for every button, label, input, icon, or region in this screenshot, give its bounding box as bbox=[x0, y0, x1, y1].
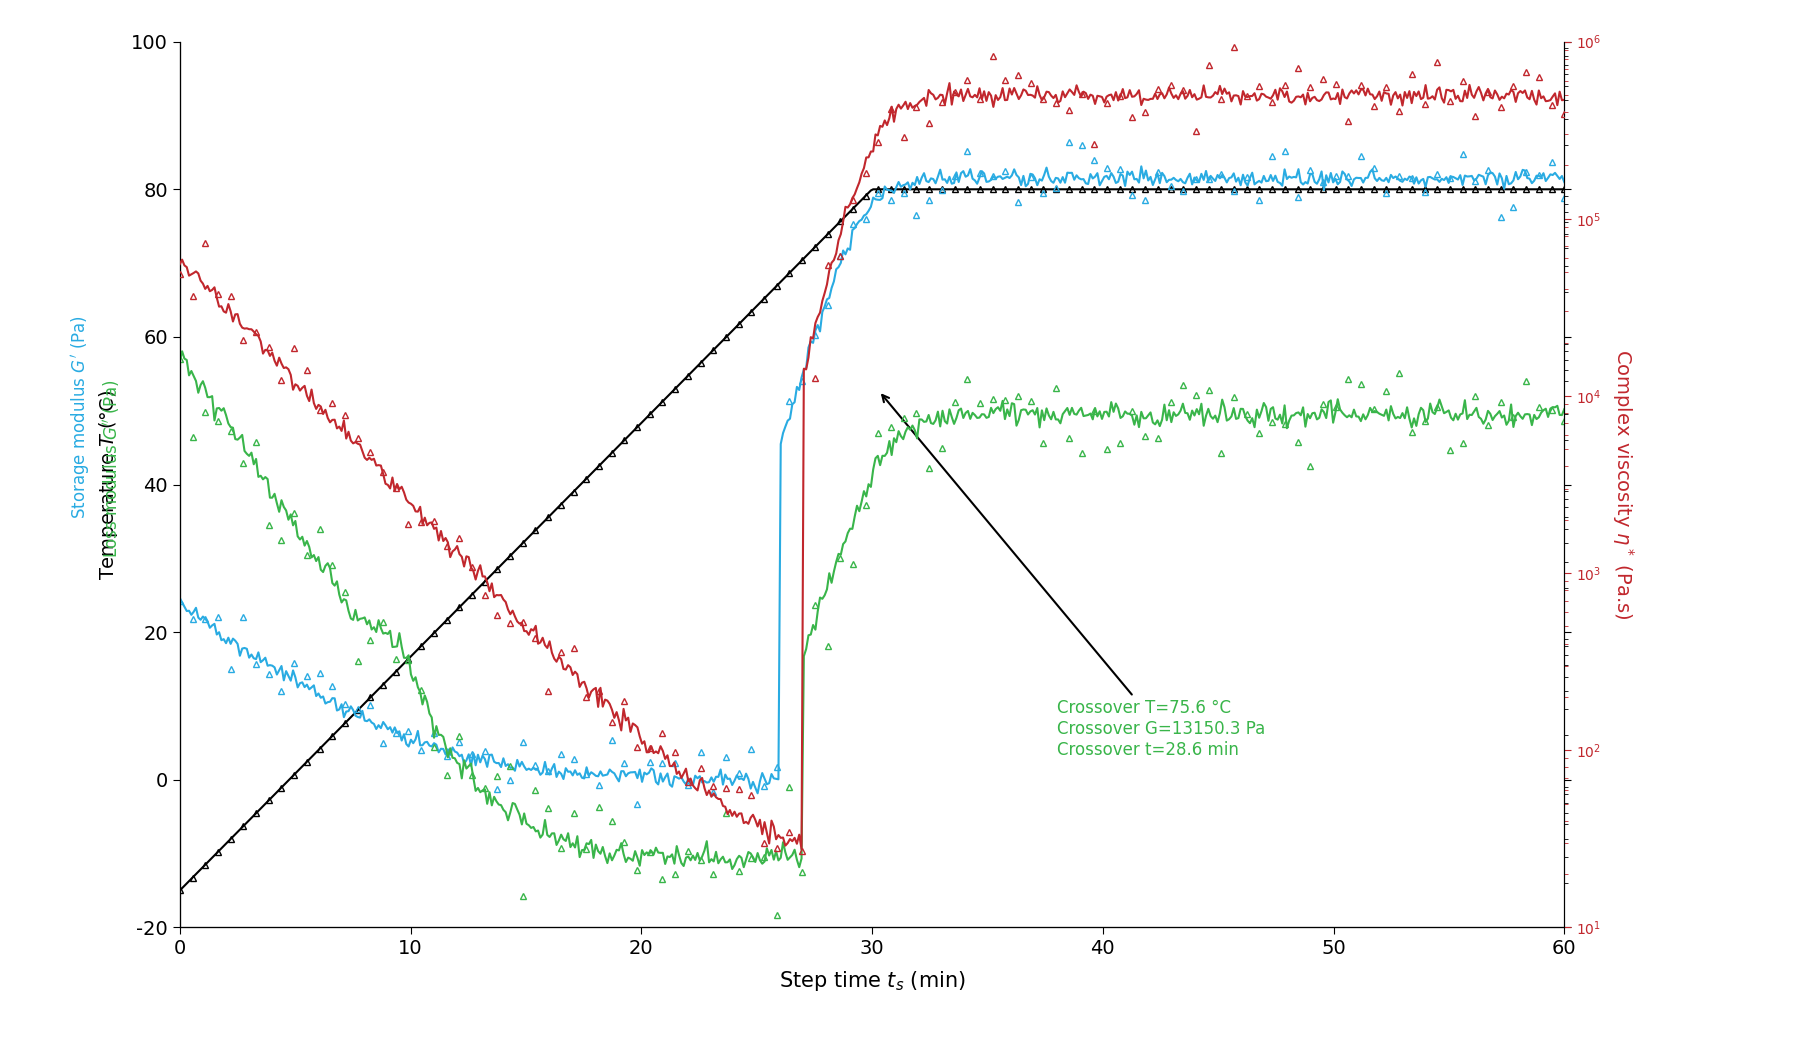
Y-axis label: Complex viscosity $η^*$ (Pa.s): Complex viscosity $η^*$ (Pa.s) bbox=[1611, 349, 1636, 620]
Text: Loss modulus $G''$ (Pa): Loss modulus $G''$ (Pa) bbox=[101, 379, 122, 559]
X-axis label: Step time $t_s$ (min): Step time $t_s$ (min) bbox=[779, 969, 966, 993]
Text: Storage modulus $G'$ (Pa): Storage modulus $G'$ (Pa) bbox=[70, 315, 92, 519]
Text: Crossover T=75.6 °C
Crossover G=13150.3 Pa
Crossover t=28.6 min: Crossover T=75.6 °C Crossover G=13150.3 … bbox=[883, 395, 1264, 759]
Y-axis label: Temperature $T$ (°C): Temperature $T$ (°C) bbox=[97, 390, 120, 579]
